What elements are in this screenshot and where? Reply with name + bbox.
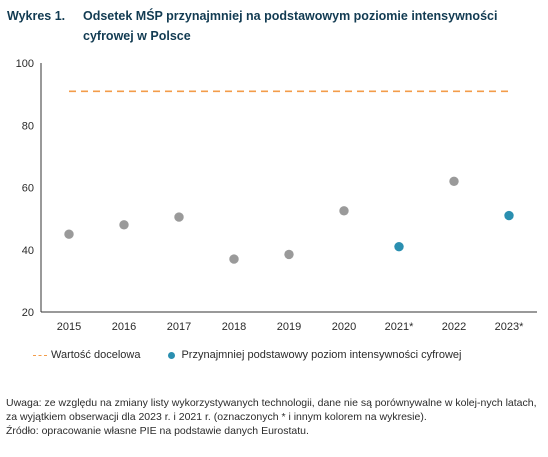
figure-title-block: Wykres 1. Odsetek MŚP przynajmniej na po… (7, 6, 537, 46)
data-point (174, 212, 184, 222)
y-tick-label: 20 (22, 307, 34, 319)
x-tick-label: 2023* (495, 321, 524, 333)
x-tick-label: 2015 (57, 321, 81, 333)
x-tick-label: 2018 (222, 321, 246, 333)
data-point-highlighted (394, 241, 404, 252)
chart-notes: Uwaga: ze względu na zmiany listy wykorz… (6, 396, 540, 438)
x-tick-label: 2017 (167, 321, 191, 333)
legend-item-series: Przynajmniej podstawowy poziom intensywn… (168, 349, 461, 361)
data-point (284, 249, 294, 260)
data-point (119, 220, 129, 230)
x-tick-label: 2020 (332, 321, 356, 333)
x-tick-label: 2016 (112, 321, 136, 333)
legend-target-label: Wartość docelowa (51, 349, 141, 361)
chart-area: 20 40 60 80 100 2015 2016 2017 2018 2019 2020 2021… (16, 58, 537, 333)
dot-icon (168, 351, 176, 359)
chart-legend: Wartość docelowa Przynajmniej podstawowy… (33, 349, 489, 361)
note-remark: Uwaga: ze względu na zmiany listy wykorz… (6, 397, 537, 423)
dashed-line-icon (33, 354, 47, 356)
figure-title: Odsetek MŚP przynajmniej na podstawowym … (83, 6, 537, 46)
x-axis: 2015 2016 2017 2018 2019 2020 2021* 2022 2023* (41, 311, 537, 333)
y-axis: 20 40 60 80 100 (16, 58, 42, 319)
x-tick-label: 2022 (442, 321, 466, 333)
scatter-chart: 20 40 60 80 100 2015 2016 2017 2018 2019 2020 2021… (16, 58, 537, 333)
data-point (449, 176, 459, 186)
y-tick-label: 40 (22, 245, 34, 257)
data-point (229, 254, 239, 264)
data-point (64, 229, 74, 239)
x-tick-label: 2021* (385, 321, 414, 333)
data-points (64, 176, 514, 264)
y-tick-label: 60 (22, 183, 34, 195)
figure-title-line-1: Odsetek MŚP przynajmniej na podstawowym … (83, 9, 498, 23)
legend-item-target: Wartość docelowa (33, 349, 140, 361)
data-point-highlighted (504, 210, 514, 221)
y-tick-label: 100 (16, 58, 34, 70)
figure-label: Wykres 1. (7, 9, 66, 23)
figure-title-line-2: cyfrowej w Polsce (83, 29, 191, 43)
y-tick-label: 80 (22, 120, 34, 132)
x-tick-label: 2019 (277, 321, 301, 333)
legend-series-label: Przynajmniej podstawowy poziom intensywn… (181, 349, 462, 361)
data-point (339, 206, 349, 216)
note-source: Źródło: opracowanie własne PIE na podsta… (6, 425, 309, 437)
